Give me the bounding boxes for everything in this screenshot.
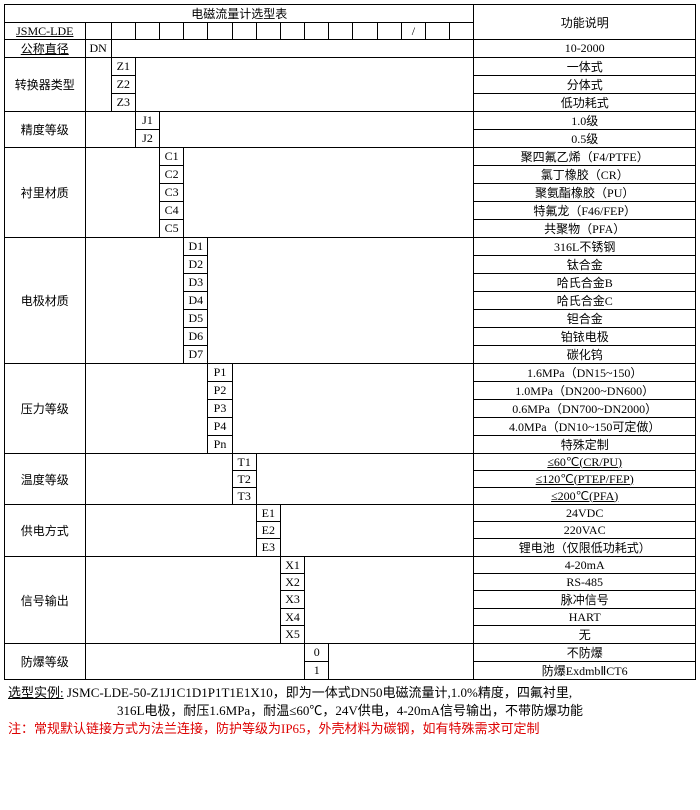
code: T2	[232, 471, 256, 488]
code: X2	[280, 574, 304, 591]
code: Pn	[208, 436, 232, 454]
desc: 1.6MPa（DN15~150）	[474, 364, 696, 382]
code: C4	[160, 202, 184, 220]
cat-dn: 公称直径	[5, 40, 86, 58]
cat-temp: 温度等级	[5, 454, 86, 505]
desc: RS-485	[474, 574, 696, 591]
cat-signal: 信号输出	[5, 557, 86, 644]
desc: 特氟龙（F46/FEP）	[474, 202, 696, 220]
desc: 316L不锈钢	[474, 238, 696, 256]
desc: 特殊定制	[474, 436, 696, 454]
footnote: 选型实例: JSMC-LDE-50-Z1J1C1D1P1T1E1X10，即为一体…	[4, 680, 696, 739]
desc-dn: 10-2000	[474, 40, 696, 58]
code: P3	[208, 400, 232, 418]
table-title: 电磁流量计选型表	[5, 5, 474, 23]
code: D4	[184, 292, 208, 310]
code: T1	[232, 454, 256, 471]
desc: 氯丁橡胶（CR）	[474, 166, 696, 184]
desc: 0.5级	[474, 130, 696, 148]
code: P4	[208, 418, 232, 436]
slash-box: /	[401, 23, 425, 40]
desc: 4.0MPa（DN10~150可定做）	[474, 418, 696, 436]
desc: 220VAC	[474, 522, 696, 539]
desc: 聚氨酯橡胶（PU）	[474, 184, 696, 202]
cat-power: 供电方式	[5, 505, 86, 557]
code: X3	[280, 591, 304, 609]
code: D2	[184, 256, 208, 274]
desc: ≤120℃(PTEP/FEP)	[474, 471, 696, 488]
func-title: 功能说明	[474, 5, 696, 40]
code: P2	[208, 382, 232, 400]
desc: 24VDC	[474, 505, 696, 522]
code: T3	[232, 488, 256, 505]
code-dn: DN	[85, 40, 111, 58]
desc: 哈氏合金B	[474, 274, 696, 292]
model-code: JSMC-LDE	[5, 23, 86, 40]
desc: 无	[474, 626, 696, 644]
code: D6	[184, 328, 208, 346]
desc: 1.0级	[474, 112, 696, 130]
desc: 分体式	[474, 76, 696, 94]
code: E2	[256, 522, 280, 539]
code: 0	[305, 644, 329, 662]
code: D5	[184, 310, 208, 328]
desc: ≤60℃(CR/PU)	[474, 454, 696, 471]
desc: 0.6MPa（DN700~DN2000）	[474, 400, 696, 418]
desc: 钽合金	[474, 310, 696, 328]
cat-accuracy: 精度等级	[5, 112, 86, 148]
desc: HART	[474, 609, 696, 626]
code: X4	[280, 609, 304, 626]
code: X1	[280, 557, 304, 574]
code: C3	[160, 184, 184, 202]
desc: 铂铱电极	[474, 328, 696, 346]
example-line2: 316L电极，耐压1.6MPa，耐温≤60℃，24V供电，4-20mA信号输出，…	[8, 702, 692, 720]
desc: 碳化钨	[474, 346, 696, 364]
selection-table: 电磁流量计选型表 功能说明 JSMC-LDE / 公称直径 DN 10-2000…	[4, 4, 696, 680]
code: Z3	[111, 94, 135, 112]
desc: 脉冲信号	[474, 591, 696, 609]
desc: 1.0MPa（DN200~DN600）	[474, 382, 696, 400]
desc: ≤200℃(PFA)	[474, 488, 696, 505]
example-label: 选型实例:	[8, 685, 64, 700]
example-line1: JSMC-LDE-50-Z1J1C1D1P1T1E1X10，即为一体式DN50电…	[67, 685, 572, 700]
code: E1	[256, 505, 280, 522]
code: Z2	[111, 76, 135, 94]
note-line: 注：常规默认链接方式为法兰连接，防护等级为IP65，外壳材料为碳钢，如有特殊需求…	[8, 720, 692, 738]
code: E3	[256, 539, 280, 557]
desc: 不防爆	[474, 644, 696, 662]
desc: 锂电池（仅限低功耗式）	[474, 539, 696, 557]
code: C5	[160, 220, 184, 238]
code: J2	[135, 130, 159, 148]
code: D7	[184, 346, 208, 364]
code: D1	[184, 238, 208, 256]
desc: 4-20mA	[474, 557, 696, 574]
cat-converter: 转换器类型	[5, 58, 86, 112]
code: Z1	[111, 58, 135, 76]
cat-liner: 衬里材质	[5, 148, 86, 238]
code: X5	[280, 626, 304, 644]
desc: 低功耗式	[474, 94, 696, 112]
desc: 哈氏合金C	[474, 292, 696, 310]
desc: 共聚物（PFA）	[474, 220, 696, 238]
code: D3	[184, 274, 208, 292]
cat-explosion: 防爆等级	[5, 644, 86, 680]
code: J1	[135, 112, 159, 130]
desc: 防爆ExdmbⅡCT6	[474, 662, 696, 680]
cat-pressure: 压力等级	[5, 364, 86, 454]
code: C1	[160, 148, 184, 166]
desc: 一体式	[474, 58, 696, 76]
code: 1	[305, 662, 329, 680]
code: P1	[208, 364, 232, 382]
code: C2	[160, 166, 184, 184]
desc: 钛合金	[474, 256, 696, 274]
cat-electrode: 电极材质	[5, 238, 86, 364]
desc: 聚四氟乙烯（F4/PTFE）	[474, 148, 696, 166]
